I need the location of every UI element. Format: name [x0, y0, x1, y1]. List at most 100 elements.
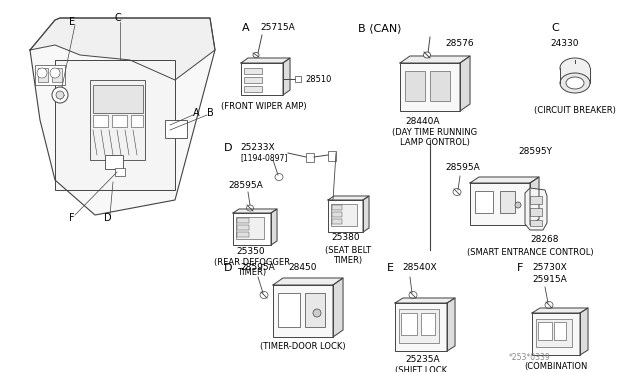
Text: 28595A: 28595A: [228, 180, 263, 189]
Bar: [430, 71, 450, 101]
Text: 25235A: 25235A: [405, 355, 440, 363]
Polygon shape: [328, 196, 369, 200]
Bar: [244, 68, 262, 74]
Bar: [532, 313, 580, 355]
Bar: [500, 191, 515, 213]
Text: F: F: [69, 213, 75, 223]
Ellipse shape: [253, 52, 259, 58]
Bar: [131, 115, 143, 127]
Polygon shape: [273, 278, 343, 285]
Polygon shape: [530, 177, 539, 225]
Ellipse shape: [409, 292, 417, 298]
Bar: [52, 68, 62, 82]
Bar: [421, 313, 435, 335]
Text: 24330: 24330: [551, 38, 579, 48]
Bar: [241, 63, 283, 95]
Bar: [530, 196, 542, 204]
Bar: [400, 63, 460, 111]
Bar: [560, 68, 590, 83]
Text: (SMART ENTRANCE CONTROL): (SMART ENTRANCE CONTROL): [467, 248, 593, 257]
Bar: [536, 319, 572, 347]
Text: 25730X: 25730X: [532, 263, 567, 273]
Text: LAMP CONTROL): LAMP CONTROL): [400, 138, 470, 148]
Bar: [399, 309, 439, 343]
Text: B: B: [207, 108, 213, 118]
Bar: [233, 213, 271, 245]
Polygon shape: [532, 308, 588, 313]
Bar: [332, 219, 342, 224]
Text: (COMBINATION: (COMBINATION: [524, 362, 588, 372]
Polygon shape: [271, 209, 277, 245]
Ellipse shape: [566, 77, 584, 89]
Ellipse shape: [560, 73, 590, 93]
Bar: [244, 77, 262, 83]
Text: (FRONT WIPER AMP): (FRONT WIPER AMP): [221, 103, 307, 112]
Polygon shape: [333, 278, 343, 337]
Bar: [115, 168, 125, 176]
Bar: [332, 212, 342, 217]
Bar: [35, 65, 65, 85]
Polygon shape: [283, 58, 290, 95]
Ellipse shape: [424, 52, 431, 58]
Bar: [273, 285, 333, 337]
Text: E: E: [387, 263, 394, 273]
Bar: [278, 293, 300, 327]
Circle shape: [515, 202, 521, 208]
Text: 28576: 28576: [445, 38, 474, 48]
Polygon shape: [460, 56, 470, 111]
Bar: [55, 60, 175, 190]
Polygon shape: [525, 188, 547, 230]
Polygon shape: [580, 308, 588, 355]
Text: D: D: [224, 263, 232, 273]
Bar: [93, 85, 143, 113]
Text: D: D: [104, 213, 112, 223]
Bar: [530, 208, 542, 216]
Text: F: F: [517, 263, 523, 273]
Text: 28595A: 28595A: [240, 263, 275, 273]
Ellipse shape: [453, 189, 461, 196]
Bar: [332, 205, 342, 210]
Bar: [237, 225, 249, 230]
Bar: [112, 115, 127, 127]
Text: 28595A: 28595A: [445, 164, 480, 173]
Bar: [405, 71, 425, 101]
Bar: [328, 200, 363, 232]
Text: 25233X: 25233X: [240, 144, 275, 153]
Ellipse shape: [545, 301, 553, 308]
Bar: [475, 191, 493, 213]
Text: (SEAT BELT: (SEAT BELT: [325, 246, 371, 254]
Text: D: D: [224, 143, 232, 153]
Bar: [38, 68, 48, 82]
Bar: [306, 153, 314, 162]
Bar: [105, 155, 123, 169]
Text: 25350: 25350: [236, 247, 264, 256]
Bar: [554, 322, 566, 340]
Polygon shape: [395, 298, 455, 303]
Text: C: C: [551, 23, 559, 33]
Text: 25380: 25380: [331, 234, 360, 243]
Polygon shape: [363, 196, 369, 232]
Polygon shape: [30, 18, 215, 80]
Text: 28540X: 28540X: [402, 263, 436, 273]
Bar: [237, 218, 249, 223]
Polygon shape: [30, 18, 215, 215]
Text: 28268: 28268: [530, 235, 559, 244]
Text: (REAR DEFOGGER: (REAR DEFOGGER: [214, 259, 290, 267]
Text: TIMER): TIMER): [333, 256, 363, 264]
Polygon shape: [400, 56, 470, 63]
Text: A: A: [193, 108, 199, 118]
Text: 28440A: 28440A: [405, 116, 440, 125]
Text: [1194-0897]: [1194-0897]: [240, 154, 287, 163]
Text: C: C: [115, 13, 122, 23]
Ellipse shape: [52, 87, 68, 103]
Ellipse shape: [275, 173, 283, 180]
Text: 25715A: 25715A: [260, 23, 295, 32]
Circle shape: [313, 309, 321, 317]
Text: 25915A: 25915A: [532, 275, 567, 283]
Ellipse shape: [37, 68, 47, 78]
Ellipse shape: [50, 68, 60, 78]
Bar: [165, 120, 187, 138]
Bar: [244, 86, 262, 92]
Bar: [328, 151, 336, 161]
Bar: [530, 220, 542, 226]
